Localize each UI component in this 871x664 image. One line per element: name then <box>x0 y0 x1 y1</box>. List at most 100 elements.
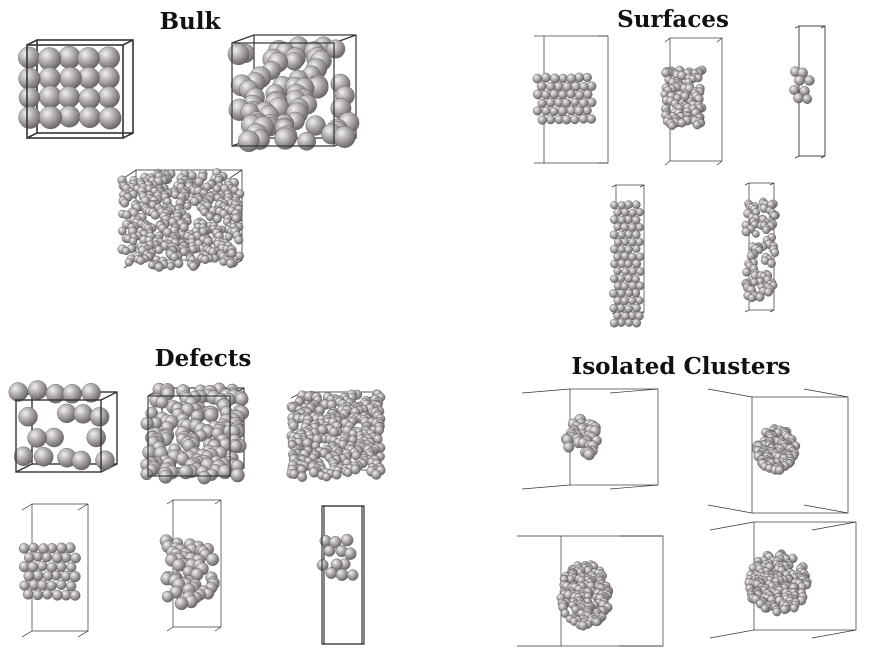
atom <box>371 469 382 480</box>
atom <box>231 213 241 224</box>
atom <box>636 267 645 276</box>
atom <box>373 434 383 444</box>
atom <box>41 552 53 563</box>
atom <box>18 106 42 129</box>
atom <box>71 450 92 471</box>
atom <box>635 223 644 232</box>
atom <box>574 90 585 100</box>
defect-cell-3 <box>286 389 386 482</box>
defect-cell-5 <box>159 499 222 632</box>
atom <box>772 607 782 617</box>
atom <box>18 46 40 69</box>
atom <box>118 226 127 236</box>
atom <box>541 90 551 100</box>
atom <box>563 441 575 453</box>
atom <box>120 198 130 208</box>
atom <box>620 296 630 306</box>
atom <box>632 244 641 253</box>
atom <box>610 244 619 254</box>
atom <box>532 106 543 116</box>
cluster-cell-2 <box>707 388 849 514</box>
atom <box>98 106 122 130</box>
atom <box>13 446 34 466</box>
atom <box>609 274 619 283</box>
atom <box>150 210 160 220</box>
atom <box>24 552 35 563</box>
atom <box>628 208 637 218</box>
atom <box>613 252 622 262</box>
atom <box>73 404 93 424</box>
atom <box>124 258 134 267</box>
atom <box>305 115 326 136</box>
atom <box>325 567 338 579</box>
atom <box>583 448 595 461</box>
atom <box>570 97 580 107</box>
atom <box>742 267 751 277</box>
atom <box>65 580 77 592</box>
atom <box>610 260 619 269</box>
atom <box>550 73 560 84</box>
atom <box>635 281 645 291</box>
atom <box>635 208 644 217</box>
atom <box>32 551 43 562</box>
atom <box>38 105 63 130</box>
atom <box>234 235 244 245</box>
cluster-cell-3 <box>517 535 664 647</box>
atom <box>804 75 815 86</box>
atom <box>624 259 633 269</box>
atom <box>582 72 592 83</box>
atom <box>174 596 189 611</box>
atom <box>212 214 222 224</box>
bulk-section <box>18 34 360 272</box>
atom <box>793 92 804 104</box>
atom <box>677 118 687 128</box>
atom <box>316 559 329 571</box>
atom <box>613 208 622 217</box>
atom <box>617 201 626 210</box>
surfaces-section <box>532 25 826 328</box>
atom <box>570 115 580 125</box>
atom <box>578 620 588 631</box>
atom <box>802 94 813 104</box>
cluster-cell-4 <box>709 521 857 639</box>
atom <box>780 604 790 615</box>
atom <box>226 258 236 269</box>
atom <box>582 89 593 100</box>
atom <box>617 289 626 298</box>
defects-section <box>8 380 386 645</box>
atom <box>628 238 637 247</box>
atom <box>616 303 626 313</box>
atom <box>532 73 543 84</box>
surface-cell-4 <box>609 184 645 328</box>
atom <box>566 89 576 99</box>
atom <box>545 97 556 108</box>
bulk-title: Bulk <box>159 8 221 35</box>
atom <box>624 288 634 298</box>
atom <box>610 201 619 210</box>
atom <box>333 125 356 148</box>
atom <box>624 318 634 327</box>
atom <box>79 106 101 128</box>
atom <box>51 552 63 564</box>
atom <box>56 561 67 573</box>
atom <box>62 384 82 404</box>
atom <box>592 617 602 627</box>
atom <box>98 86 120 109</box>
atom <box>122 210 132 220</box>
bulk-cell-1 <box>18 39 134 139</box>
atom <box>610 215 619 224</box>
atom <box>23 570 35 582</box>
atom <box>58 46 81 69</box>
atom <box>78 87 101 110</box>
atom <box>549 89 560 100</box>
atom <box>140 417 154 431</box>
atom <box>609 318 619 328</box>
atom <box>620 222 630 232</box>
atom <box>341 533 354 547</box>
atom <box>537 115 547 125</box>
atom <box>574 106 584 116</box>
atom <box>235 251 244 261</box>
atom <box>27 561 39 573</box>
atom <box>27 380 48 400</box>
atom <box>69 590 81 601</box>
